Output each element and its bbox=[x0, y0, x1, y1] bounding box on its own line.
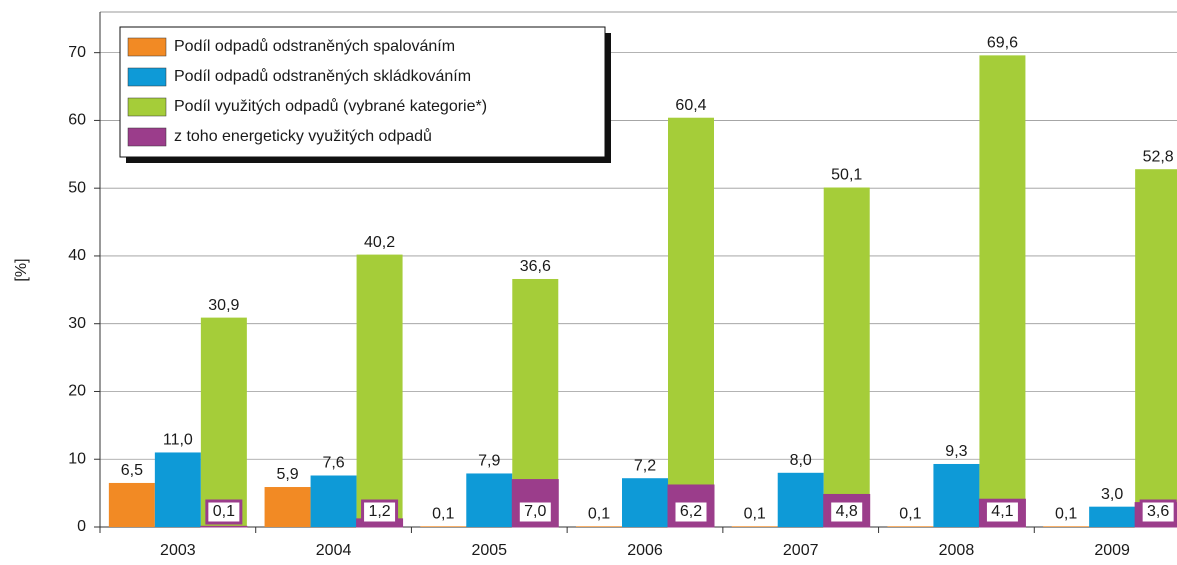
value-label: 4,8 bbox=[836, 503, 858, 520]
legend bbox=[119, 26, 606, 158]
value-label: 0,1 bbox=[213, 503, 235, 520]
value-label: 11,0 bbox=[163, 432, 193, 449]
y-tick-label: 60 bbox=[68, 112, 86, 129]
value-label: 30,9 bbox=[208, 297, 239, 314]
value-label: 36,6 bbox=[520, 258, 551, 275]
x-tick-label: 2003 bbox=[160, 542, 196, 559]
y-tick-label: 0 bbox=[77, 518, 86, 535]
bar bbox=[823, 187, 870, 527]
value-label: 40,2 bbox=[364, 234, 395, 251]
bar bbox=[731, 526, 778, 527]
bar bbox=[777, 472, 824, 527]
legend-swatch bbox=[127, 67, 167, 87]
y-tick-label: 70 bbox=[68, 44, 86, 61]
legend-swatch bbox=[127, 37, 167, 57]
bar bbox=[1135, 169, 1177, 528]
y-tick-label: 10 bbox=[68, 450, 86, 467]
bar bbox=[1089, 506, 1136, 527]
value-label: 9,3 bbox=[945, 443, 967, 460]
bar bbox=[622, 478, 668, 527]
bar bbox=[200, 525, 248, 528]
bar bbox=[979, 55, 1026, 528]
legend-label: Podíl využitých odpadů (vybrané kategori… bbox=[174, 97, 487, 115]
x-tick-label: 2009 bbox=[1094, 542, 1130, 559]
y-tick-label: 50 bbox=[68, 179, 86, 196]
value-label: 69,6 bbox=[987, 35, 1018, 52]
bar bbox=[154, 452, 201, 527]
bar bbox=[887, 526, 934, 527]
bar bbox=[200, 317, 247, 527]
y-tick-label: 20 bbox=[68, 383, 86, 400]
y-axis-label: [%] bbox=[13, 258, 30, 281]
value-label-box bbox=[983, 499, 1021, 525]
legend-label: Podíl odpadů odstraněných skládkováním bbox=[174, 67, 471, 85]
value-label: 4,1 bbox=[991, 503, 1013, 520]
legend-swatch bbox=[127, 127, 167, 147]
value-label: 52,8 bbox=[1143, 148, 1174, 165]
bar bbox=[108, 482, 155, 527]
value-label-box bbox=[205, 499, 243, 525]
value-label: 50,1 bbox=[831, 167, 862, 184]
legend-label: Podíl odpadů odstraněných spalováním bbox=[174, 37, 455, 55]
value-label-box bbox=[361, 499, 399, 525]
value-label: 3,0 bbox=[1101, 486, 1123, 503]
value-label: 1,2 bbox=[368, 503, 390, 520]
value-label: 0,1 bbox=[899, 506, 921, 523]
x-tick-label: 2007 bbox=[783, 542, 819, 559]
bar bbox=[264, 487, 311, 527]
bar bbox=[356, 254, 403, 527]
value-label: 0,1 bbox=[1055, 506, 1077, 523]
legend-swatch bbox=[127, 97, 167, 117]
x-tick-label: 2005 bbox=[471, 542, 507, 559]
value-label: 6,2 bbox=[680, 503, 702, 520]
value-label: 0,1 bbox=[432, 506, 454, 523]
value-label: 8,0 bbox=[790, 452, 812, 469]
value-label: 0,1 bbox=[744, 506, 766, 523]
value-label: 7,2 bbox=[634, 457, 656, 474]
legend-label: z toho energeticky využitých odpadů bbox=[174, 127, 432, 145]
bar bbox=[420, 526, 467, 527]
bar bbox=[466, 473, 513, 527]
value-label: 60,4 bbox=[675, 97, 706, 114]
bar bbox=[576, 526, 622, 527]
bar bbox=[1043, 526, 1090, 527]
value-label: 3,6 bbox=[1147, 503, 1169, 520]
value-label: 6,5 bbox=[121, 462, 143, 479]
value-label: 7,0 bbox=[524, 503, 546, 520]
value-label: 7,9 bbox=[478, 453, 500, 470]
x-tick-label: 2004 bbox=[316, 542, 352, 559]
x-tick-label: 2008 bbox=[939, 542, 975, 559]
value-label-box bbox=[672, 499, 710, 525]
bar bbox=[668, 117, 714, 528]
y-tick-label: 30 bbox=[68, 315, 86, 332]
value-label-box bbox=[516, 499, 554, 525]
bar bbox=[933, 463, 980, 527]
bar bbox=[310, 475, 357, 527]
value-label: 0,1 bbox=[588, 506, 610, 523]
value-label: 7,6 bbox=[322, 455, 344, 472]
x-tick-label: 2006 bbox=[627, 542, 663, 559]
value-label: 5,9 bbox=[276, 466, 298, 483]
value-label-box bbox=[1139, 499, 1177, 525]
value-label-box bbox=[828, 499, 866, 525]
y-tick-label: 40 bbox=[68, 247, 86, 264]
